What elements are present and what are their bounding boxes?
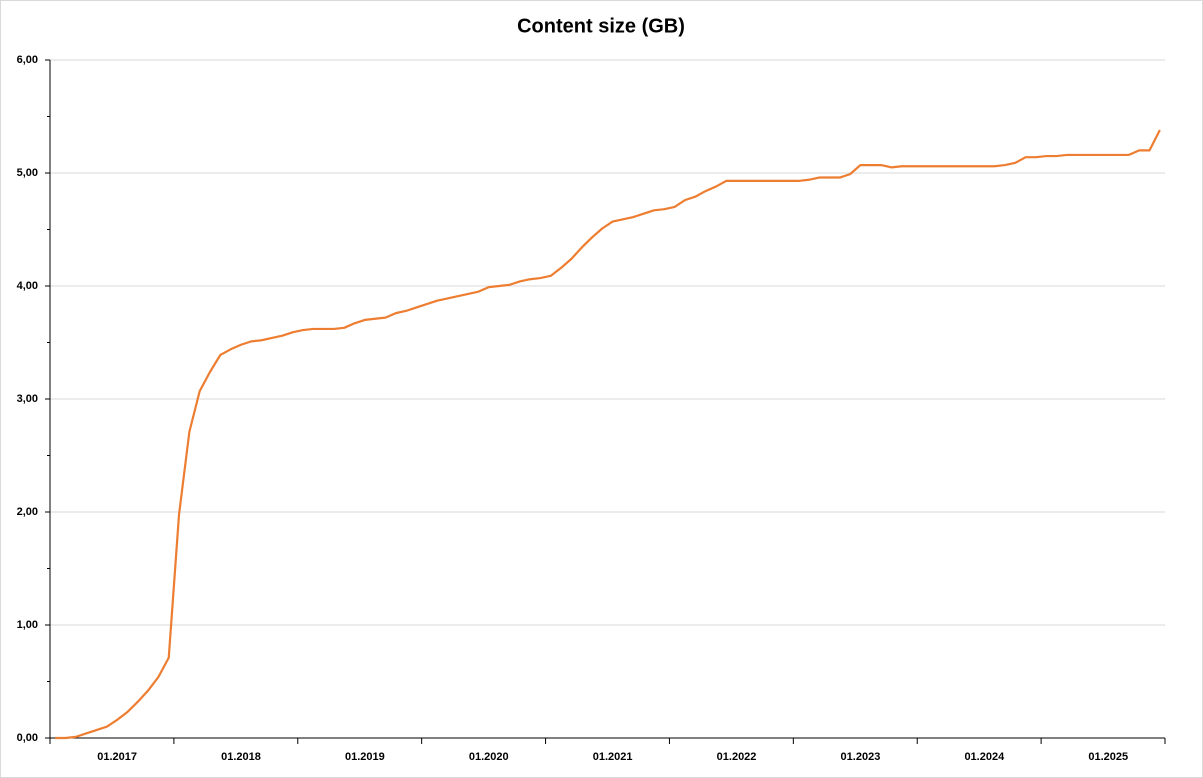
x-tick-label: 01.2023 xyxy=(841,751,881,763)
y-tick-label: 3,00 xyxy=(17,393,38,405)
y-tick-label: 5,00 xyxy=(17,167,38,179)
y-tick-label: 4,00 xyxy=(17,280,38,292)
x-tick-label: 01.2025 xyxy=(1088,751,1128,763)
y-tick-label: 6,00 xyxy=(17,54,38,66)
y-tick-label: 2,00 xyxy=(17,506,38,518)
data-line xyxy=(55,129,1161,740)
x-tick-label: 01.2022 xyxy=(717,751,757,763)
x-tick-label: 01.2024 xyxy=(964,751,1005,763)
x-tick-label: 01.2019 xyxy=(345,751,385,763)
x-tick-label: 01.2020 xyxy=(469,751,509,763)
y-tick-label: 0,00 xyxy=(17,732,38,744)
y-tick-label: 1,00 xyxy=(17,619,38,631)
x-tick-label: 01.2017 xyxy=(97,751,137,763)
chart-title: Content size (GB) xyxy=(517,15,685,37)
x-tick-label: 01.2018 xyxy=(221,751,261,763)
x-tick-label: 01.2021 xyxy=(593,751,633,763)
